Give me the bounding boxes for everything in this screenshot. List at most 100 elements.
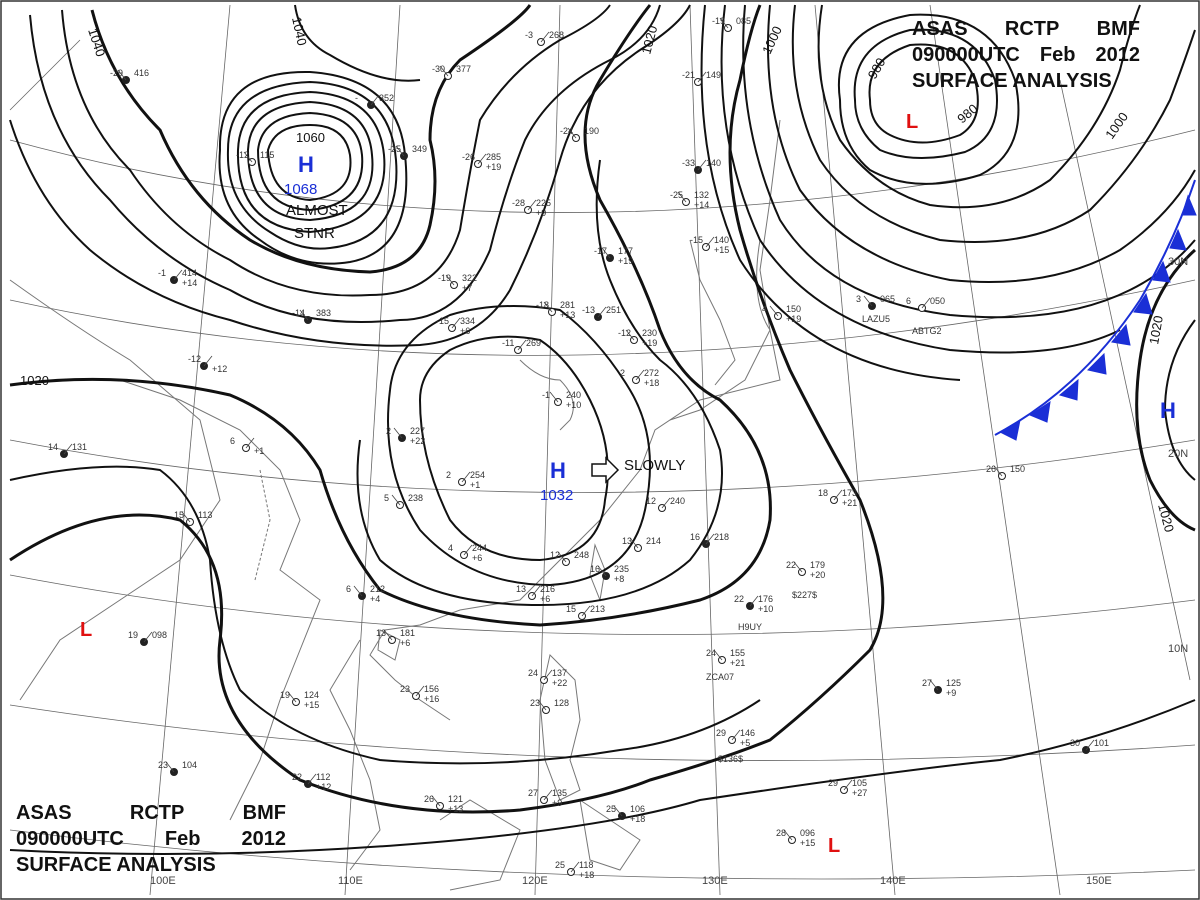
- station-temperature: 2: [446, 470, 451, 480]
- station-temperature: -30: [432, 64, 445, 74]
- wind-barb-icon: [463, 544, 473, 556]
- station-plot: 6 212+4: [346, 584, 385, 604]
- station-plot: 25 118+18: [555, 860, 594, 880]
- station-pressure: 155: [730, 648, 745, 658]
- station-plot: -25 132+14: [670, 190, 709, 210]
- isobar-label: 1020: [20, 373, 49, 388]
- wind-barb-icon: [370, 94, 380, 106]
- station-tendency: +12: [316, 782, 331, 792]
- station-tendency: +12: [212, 364, 227, 374]
- title-station: RCTP: [1004, 18, 1060, 40]
- title-analysis: SURFACE ANALYSIS: [16, 854, 216, 876]
- station-plot: 4 244+6: [448, 543, 487, 563]
- station-temperature: -17: [594, 246, 607, 256]
- station-pressure: 251: [606, 305, 621, 315]
- station-pressure: 352: [379, 93, 394, 103]
- station-temperature: 4: [448, 543, 453, 553]
- station-temperature: 23: [158, 760, 168, 770]
- station-plot: 23 156+16: [400, 684, 439, 704]
- cold-front: [994, 179, 1197, 441]
- station-temperature: -28: [512, 198, 525, 208]
- wind-barb-icon: [705, 533, 715, 545]
- station-pressure: 240: [670, 496, 685, 506]
- station-tendency: +6: [472, 553, 482, 563]
- station-tendency: +21: [730, 658, 745, 668]
- station-tendency: +20: [810, 570, 825, 580]
- isobar-label: 1060: [296, 130, 325, 145]
- station-plot: 16 235+8: [590, 564, 629, 584]
- station-plot: 30 101: [1070, 738, 1109, 754]
- graticule-labels: 30N 20N 10N 100E 110E 120E 130E 140E 150…: [150, 256, 1188, 887]
- station-plot: 15 113: [174, 510, 212, 526]
- station-tendency: +8: [614, 574, 624, 584]
- station-temperature: 19: [280, 690, 290, 700]
- station-plot: 26 150: [986, 464, 1025, 480]
- wind-barb-icon: [299, 309, 309, 321]
- station-pressure: 150: [786, 304, 801, 314]
- station-temperature: -1: [542, 390, 550, 400]
- title-year: 2012: [1095, 44, 1141, 66]
- wind-barb-icon: [705, 236, 715, 248]
- station-pressure: 281: [560, 300, 575, 310]
- wind-barb-icon: [203, 355, 213, 367]
- station-temperature: 24: [528, 668, 538, 678]
- lat-label: 20N: [1168, 448, 1188, 460]
- title-code: BMF: [1096, 18, 1140, 40]
- station-tendency: +9: [946, 688, 956, 698]
- station-temperature: -12: [618, 328, 631, 338]
- wind-barb-icon: [793, 561, 803, 573]
- station-tendency: +19: [642, 338, 657, 348]
- japan-coast: [669, 119, 781, 421]
- station-pressure: 349: [412, 144, 427, 154]
- station-temperature: -26: [462, 152, 475, 162]
- station-plot: 15 213: [566, 604, 605, 620]
- station-plot: -12 230+19: [618, 328, 657, 348]
- station-plot: 24 137+22: [528, 668, 567, 688]
- station-temperature: 29: [716, 728, 726, 738]
- station-temperature: -15: [690, 235, 703, 245]
- india-coast: [9, 279, 221, 701]
- station-plot: 23 128: [530, 698, 569, 714]
- wind-barb-icon: [567, 127, 577, 139]
- wind-barb-icon: [543, 301, 553, 313]
- isobar-label: 1020: [1146, 314, 1166, 345]
- station-pressure: 322: [462, 273, 477, 283]
- station-temperature: 14: [48, 442, 58, 452]
- isobars: [9, 4, 1196, 855]
- station-pressure: 105: [852, 778, 867, 788]
- station-temperature: 6: [906, 296, 911, 306]
- wind-barb-icon: [543, 789, 553, 801]
- station-tendency: +27: [852, 788, 867, 798]
- station-tendency: +14: [694, 200, 709, 210]
- station-temperature: -13: [582, 305, 595, 315]
- station-temperature: 26: [986, 464, 996, 474]
- lon-label: 110E: [338, 875, 363, 887]
- station-plot: 12 248: [550, 550, 589, 566]
- wind-barb-icon: [393, 427, 403, 439]
- high-value: 1068: [284, 181, 317, 198]
- station-pressure: 106: [630, 804, 645, 814]
- station-pressure: 125: [946, 678, 961, 688]
- station-plots: -29 416-3 268-30 377- 352-24 190-26 285+19-25 3…: [48, 16, 1109, 880]
- station-plot: 13 181+6: [376, 628, 415, 648]
- wind-barb-icon: [540, 31, 550, 43]
- bohai-coast: [519, 359, 574, 431]
- station-plot: -29 416: [110, 68, 149, 84]
- station-plot: -11 269: [502, 338, 541, 354]
- motion-arrow-icon: [591, 456, 620, 484]
- station-temperature: 16: [690, 532, 700, 542]
- wind-barb-icon: [635, 369, 645, 381]
- station-plot: 4 150+19: [762, 304, 801, 324]
- wind-barb-icon: [629, 537, 639, 549]
- station-tendency: +18: [644, 378, 659, 388]
- station-plot: -26 285+19: [462, 152, 501, 172]
- station-plot: 23 104: [158, 760, 197, 776]
- title-code: BMF: [242, 802, 286, 824]
- station-pressure: 179: [810, 560, 825, 570]
- station-temperature: 23: [530, 698, 540, 708]
- station-tendency: +13: [448, 804, 463, 814]
- station-pressure: 177: [618, 246, 633, 256]
- river-1: [254, 469, 271, 581]
- high-value: 1032: [540, 487, 573, 504]
